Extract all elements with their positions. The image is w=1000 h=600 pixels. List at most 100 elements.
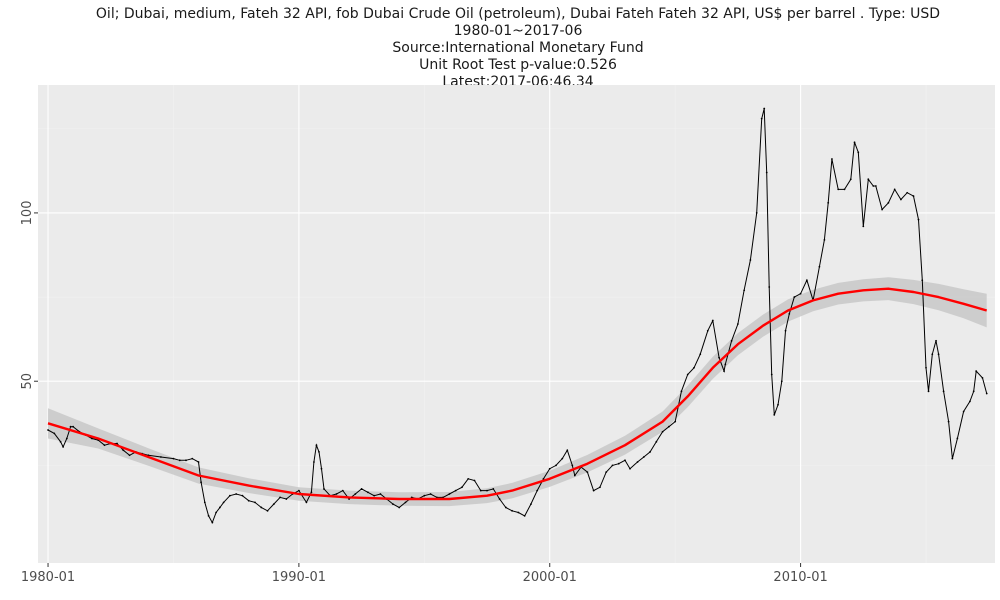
price-point: [962, 410, 965, 413]
price-point: [203, 501, 206, 504]
y-tick-label: 100: [20, 201, 35, 226]
price-point: [448, 493, 451, 495]
price-point: [429, 493, 432, 495]
x-tick-label: 1990-01: [272, 570, 326, 585]
price-point: [649, 451, 651, 453]
price-point: [765, 171, 768, 174]
price-point: [867, 178, 870, 181]
price-point: [511, 509, 514, 512]
price-point: [72, 425, 75, 428]
price-point: [617, 462, 620, 465]
price-point: [211, 521, 214, 524]
price-point: [160, 456, 162, 458]
price-point: [674, 420, 677, 423]
price-point: [906, 191, 909, 194]
price-point: [498, 498, 501, 500]
price-point: [366, 491, 369, 494]
price-point: [517, 511, 520, 514]
price-point: [178, 459, 181, 462]
price-point: [47, 429, 49, 431]
price-point: [661, 430, 664, 433]
axes: 1980-01 1990-01 2000-01 2010-01 50 100: [20, 201, 828, 585]
price-point: [784, 329, 787, 332]
price-point: [605, 471, 608, 474]
price-point: [266, 509, 269, 512]
price-point: [197, 461, 200, 463]
y-tick-label: 50: [20, 373, 35, 390]
price-point: [254, 501, 256, 504]
price-point: [479, 489, 482, 492]
chart-source: Source:International Monetary Fund: [392, 40, 643, 56]
price-point: [780, 380, 783, 383]
price-point: [857, 151, 860, 154]
price-point: [404, 501, 407, 504]
price-point: [730, 339, 733, 342]
chart-title: Oil; Dubai, medium, Fateh 32 API, fob Du…: [96, 6, 940, 22]
price-point: [985, 392, 988, 395]
price-point: [235, 493, 238, 495]
price-point: [743, 289, 746, 292]
price-point: [122, 449, 125, 452]
price-point: [693, 366, 695, 369]
price-point: [297, 489, 300, 492]
price-point: [561, 457, 564, 460]
price-point: [680, 390, 683, 393]
price-point: [947, 420, 950, 423]
price-point: [423, 494, 426, 497]
price-point: [805, 279, 808, 282]
price-point: [843, 188, 846, 191]
price-point: [573, 474, 576, 477]
price-point: [548, 467, 551, 470]
price-point: [486, 489, 488, 492]
price-point: [305, 501, 308, 504]
price-point: [373, 494, 376, 497]
price-series: [47, 107, 988, 524]
price-point: [285, 498, 288, 500]
price-point: [247, 499, 250, 502]
price-point: [341, 489, 344, 492]
price-point: [768, 286, 771, 288]
price-point: [530, 503, 532, 505]
x-tick-label: 2000-01: [523, 570, 577, 585]
price-point: [763, 107, 766, 110]
price-point: [931, 353, 934, 356]
major-gridlines: [38, 85, 995, 563]
price-point: [969, 400, 971, 403]
price-point: [831, 158, 833, 160]
price-point: [642, 456, 645, 458]
price-point: [760, 117, 763, 120]
price-point: [379, 493, 382, 495]
price-point: [667, 425, 670, 428]
price-point: [773, 413, 776, 416]
price-point: [473, 479, 476, 482]
price-point: [91, 437, 93, 440]
price-point: [827, 201, 830, 204]
price-point: [62, 445, 64, 448]
price-point: [736, 323, 739, 325]
price-point: [818, 265, 821, 268]
price-point: [917, 218, 920, 221]
price-point: [222, 501, 225, 504]
price-point: [849, 178, 852, 181]
price-point: [900, 198, 902, 201]
price-point: [523, 514, 526, 517]
price-point: [207, 514, 210, 517]
price-point: [467, 477, 470, 480]
price-point: [972, 390, 975, 393]
price-point: [686, 373, 689, 376]
price-point: [318, 451, 320, 453]
price-point: [354, 493, 357, 495]
price-point: [749, 259, 752, 261]
price-point: [755, 212, 758, 214]
minor-gridlines: [38, 85, 995, 563]
price-point: [935, 339, 937, 342]
price-point: [636, 461, 639, 463]
price-line: [47, 108, 988, 524]
price-point: [571, 464, 574, 467]
price-point: [799, 292, 802, 295]
price-point: [504, 506, 507, 509]
price-point: [272, 503, 275, 505]
price-point: [937, 353, 940, 356]
price-point: [629, 467, 631, 470]
price-point: [893, 188, 896, 191]
